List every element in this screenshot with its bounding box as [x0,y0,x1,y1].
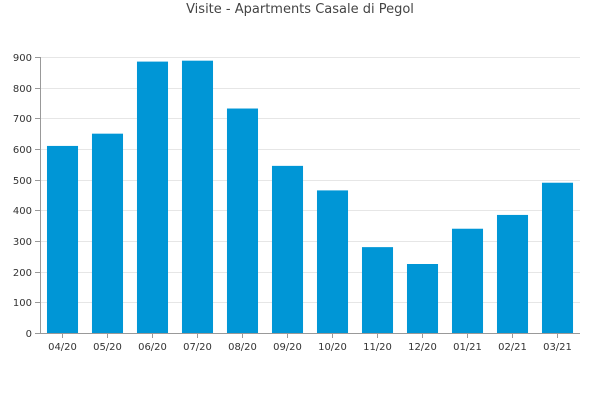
bar-06-20[interactable] [136,61,169,333]
y-tick-label: 500 [13,176,32,187]
y-tick-labels: 0 100 200 300 400 500 600 700 800 900 [13,53,32,340]
x-tick-label: 08/20 [228,342,257,353]
axes [35,57,580,338]
y-tick-label: 600 [13,145,32,156]
bar-02-21[interactable] [496,214,529,333]
bar-11-20[interactable] [361,247,394,333]
y-tick-label: 100 [13,298,32,309]
y-tick-label: 900 [13,53,32,64]
x-tick-label: 10/20 [318,342,347,353]
x-tick-label: 02/21 [498,342,527,353]
bar-03-21[interactable] [541,182,574,333]
y-tick-label: 400 [13,206,32,217]
y-tick-label: 700 [13,114,32,125]
bar-10-20[interactable] [316,190,349,333]
y-tick-label: 300 [13,237,32,248]
y-tick-label: 800 [13,84,32,95]
bar-12-20[interactable] [406,264,439,333]
bars [46,60,574,334]
x-tick-label: 07/20 [183,342,212,353]
chart-title: Visite - Apartments Casale di Pegol [186,2,414,17]
x-tick-label: 03/21 [543,342,572,353]
x-tick-label: 06/20 [138,342,167,353]
x-tick-labels: 04/20 05/20 06/20 07/20 08/20 09/20 10/20 11/20… [48,342,572,353]
x-tick-label: 11/20 [363,342,392,353]
x-tick-label: 09/20 [273,342,302,353]
bar-01-21[interactable] [451,228,484,333]
bar-05-20[interactable] [91,133,124,333]
x-tick-label: 12/20 [408,342,437,353]
y-tick-label: 0 [26,329,32,340]
x-tick-label: 01/21 [453,342,482,353]
bar-04-20[interactable] [46,145,79,333]
bar-08-20[interactable] [226,108,259,334]
y-tick-label: 200 [13,268,32,279]
bar-07-20[interactable] [181,60,214,334]
x-tick-label: 05/20 [93,342,122,353]
bar-09-20[interactable] [271,165,304,333]
x-tick-label: 04/20 [48,342,77,353]
grid-lines [40,57,580,303]
